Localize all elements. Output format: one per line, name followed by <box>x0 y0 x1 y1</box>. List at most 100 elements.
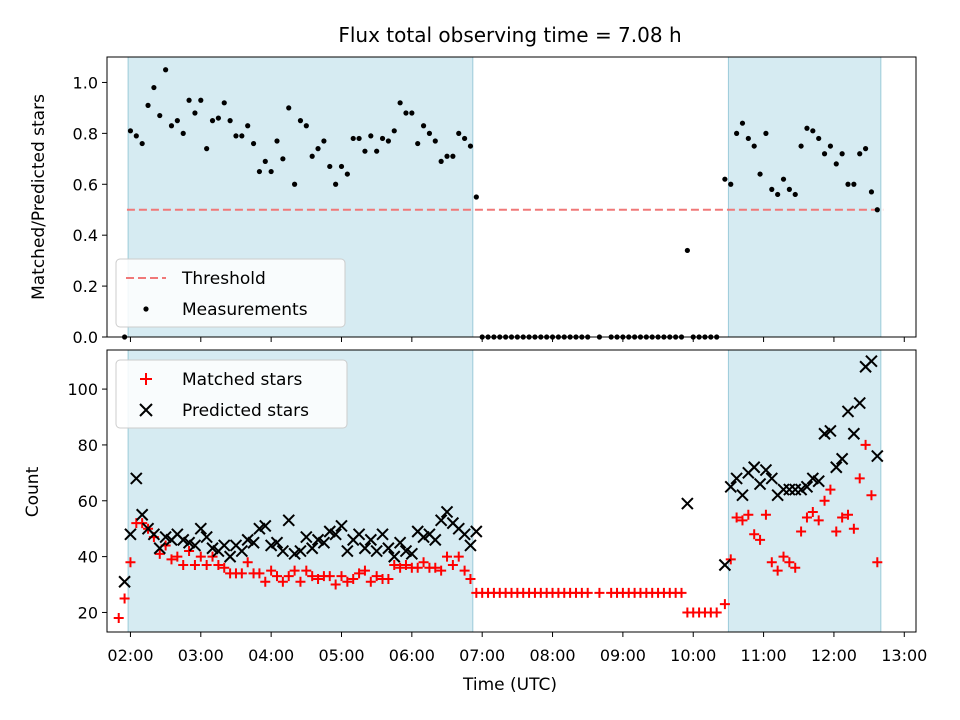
data-point <box>440 505 454 519</box>
data-point <box>775 191 781 198</box>
data-point <box>415 140 421 147</box>
data-point <box>118 575 131 588</box>
data-point <box>389 559 400 570</box>
data-point <box>409 110 415 116</box>
data-point <box>313 573 324 584</box>
data-point <box>327 163 333 170</box>
data-point <box>274 138 280 144</box>
data-point <box>242 557 253 568</box>
x-tick-label: 12:00 <box>811 646 857 665</box>
chart-title: Flux total observing time = 7.08 h <box>338 23 681 47</box>
legend-label: Matched stars <box>182 370 302 390</box>
data-point <box>174 118 180 124</box>
data-point <box>718 558 732 572</box>
data-point <box>711 607 722 618</box>
legend: Threshold Measurements <box>115 258 346 328</box>
data-point <box>215 115 221 121</box>
data-point <box>871 449 884 463</box>
data-point <box>383 573 394 584</box>
data-point <box>824 424 837 438</box>
data-point <box>724 480 737 494</box>
plot-frame <box>106 349 917 633</box>
data-point <box>737 515 748 526</box>
data-point <box>837 512 848 523</box>
data-point <box>195 551 206 562</box>
data-point <box>845 181 851 187</box>
data-point <box>192 110 198 116</box>
data-point <box>872 557 883 568</box>
data-point <box>429 533 442 547</box>
data-point <box>800 480 814 494</box>
data-point <box>364 533 378 547</box>
data-point <box>130 472 143 485</box>
data-point <box>825 484 836 495</box>
data-point <box>268 168 274 175</box>
legend-label: Threshold <box>181 269 266 289</box>
data-point <box>745 135 751 142</box>
data-point <box>765 472 778 485</box>
data-point <box>395 562 406 573</box>
data-point <box>272 571 283 582</box>
data-point <box>780 176 787 182</box>
y-tick-label: 60 <box>78 492 98 511</box>
data-point <box>145 102 151 108</box>
data-point <box>336 571 347 582</box>
x-tick-label: 05:00 <box>318 646 364 665</box>
data-point <box>722 176 728 182</box>
data-point <box>133 133 139 139</box>
data-point <box>388 550 401 563</box>
data-point <box>178 559 189 570</box>
shaded-interval <box>727 56 882 338</box>
data-point <box>760 509 771 520</box>
data-point <box>833 161 839 167</box>
data-point <box>137 518 148 529</box>
data-point <box>444 153 450 159</box>
legend-swatch <box>139 403 153 417</box>
data-point <box>233 133 239 139</box>
data-point <box>291 181 298 187</box>
x-tick-label: 08:00 <box>529 646 575 665</box>
data-point <box>154 548 165 559</box>
data-point <box>259 519 272 533</box>
data-point <box>796 526 807 537</box>
data-point <box>816 135 822 142</box>
data-point <box>804 125 810 131</box>
data-point <box>200 530 213 544</box>
data-point <box>236 568 247 579</box>
data-point <box>857 151 863 157</box>
data-point <box>356 135 362 142</box>
data-point <box>239 133 245 139</box>
data-point <box>749 529 760 540</box>
data-point <box>405 547 419 561</box>
y-tick-label: 0.4 <box>73 226 98 245</box>
data-point <box>301 565 312 576</box>
data-point <box>262 158 268 164</box>
data-point <box>753 477 767 491</box>
data-point <box>453 551 464 562</box>
y-tick-label: 20 <box>78 603 98 622</box>
data-point <box>370 544 383 558</box>
y-tick-label: 0.2 <box>73 277 98 296</box>
data-point <box>307 571 318 582</box>
data-point <box>790 562 801 573</box>
data-point <box>434 514 448 527</box>
data-point <box>835 452 849 466</box>
data-point <box>874 207 880 213</box>
data-point <box>201 559 212 570</box>
data-point <box>254 568 265 579</box>
x-tick-label: 03:00 <box>178 646 224 665</box>
data-point <box>184 546 195 557</box>
data-point <box>333 181 339 187</box>
data-point <box>270 536 284 549</box>
data-point <box>139 140 145 147</box>
data-point <box>772 565 783 576</box>
x-tick-label: 07:00 <box>459 646 505 665</box>
data-point <box>382 542 395 555</box>
data-point <box>391 128 397 134</box>
data-point <box>330 579 341 590</box>
data-point <box>798 143 804 149</box>
data-point <box>681 497 694 510</box>
data-point <box>830 461 843 474</box>
data-point <box>180 130 186 136</box>
plot-frame <box>106 56 917 338</box>
